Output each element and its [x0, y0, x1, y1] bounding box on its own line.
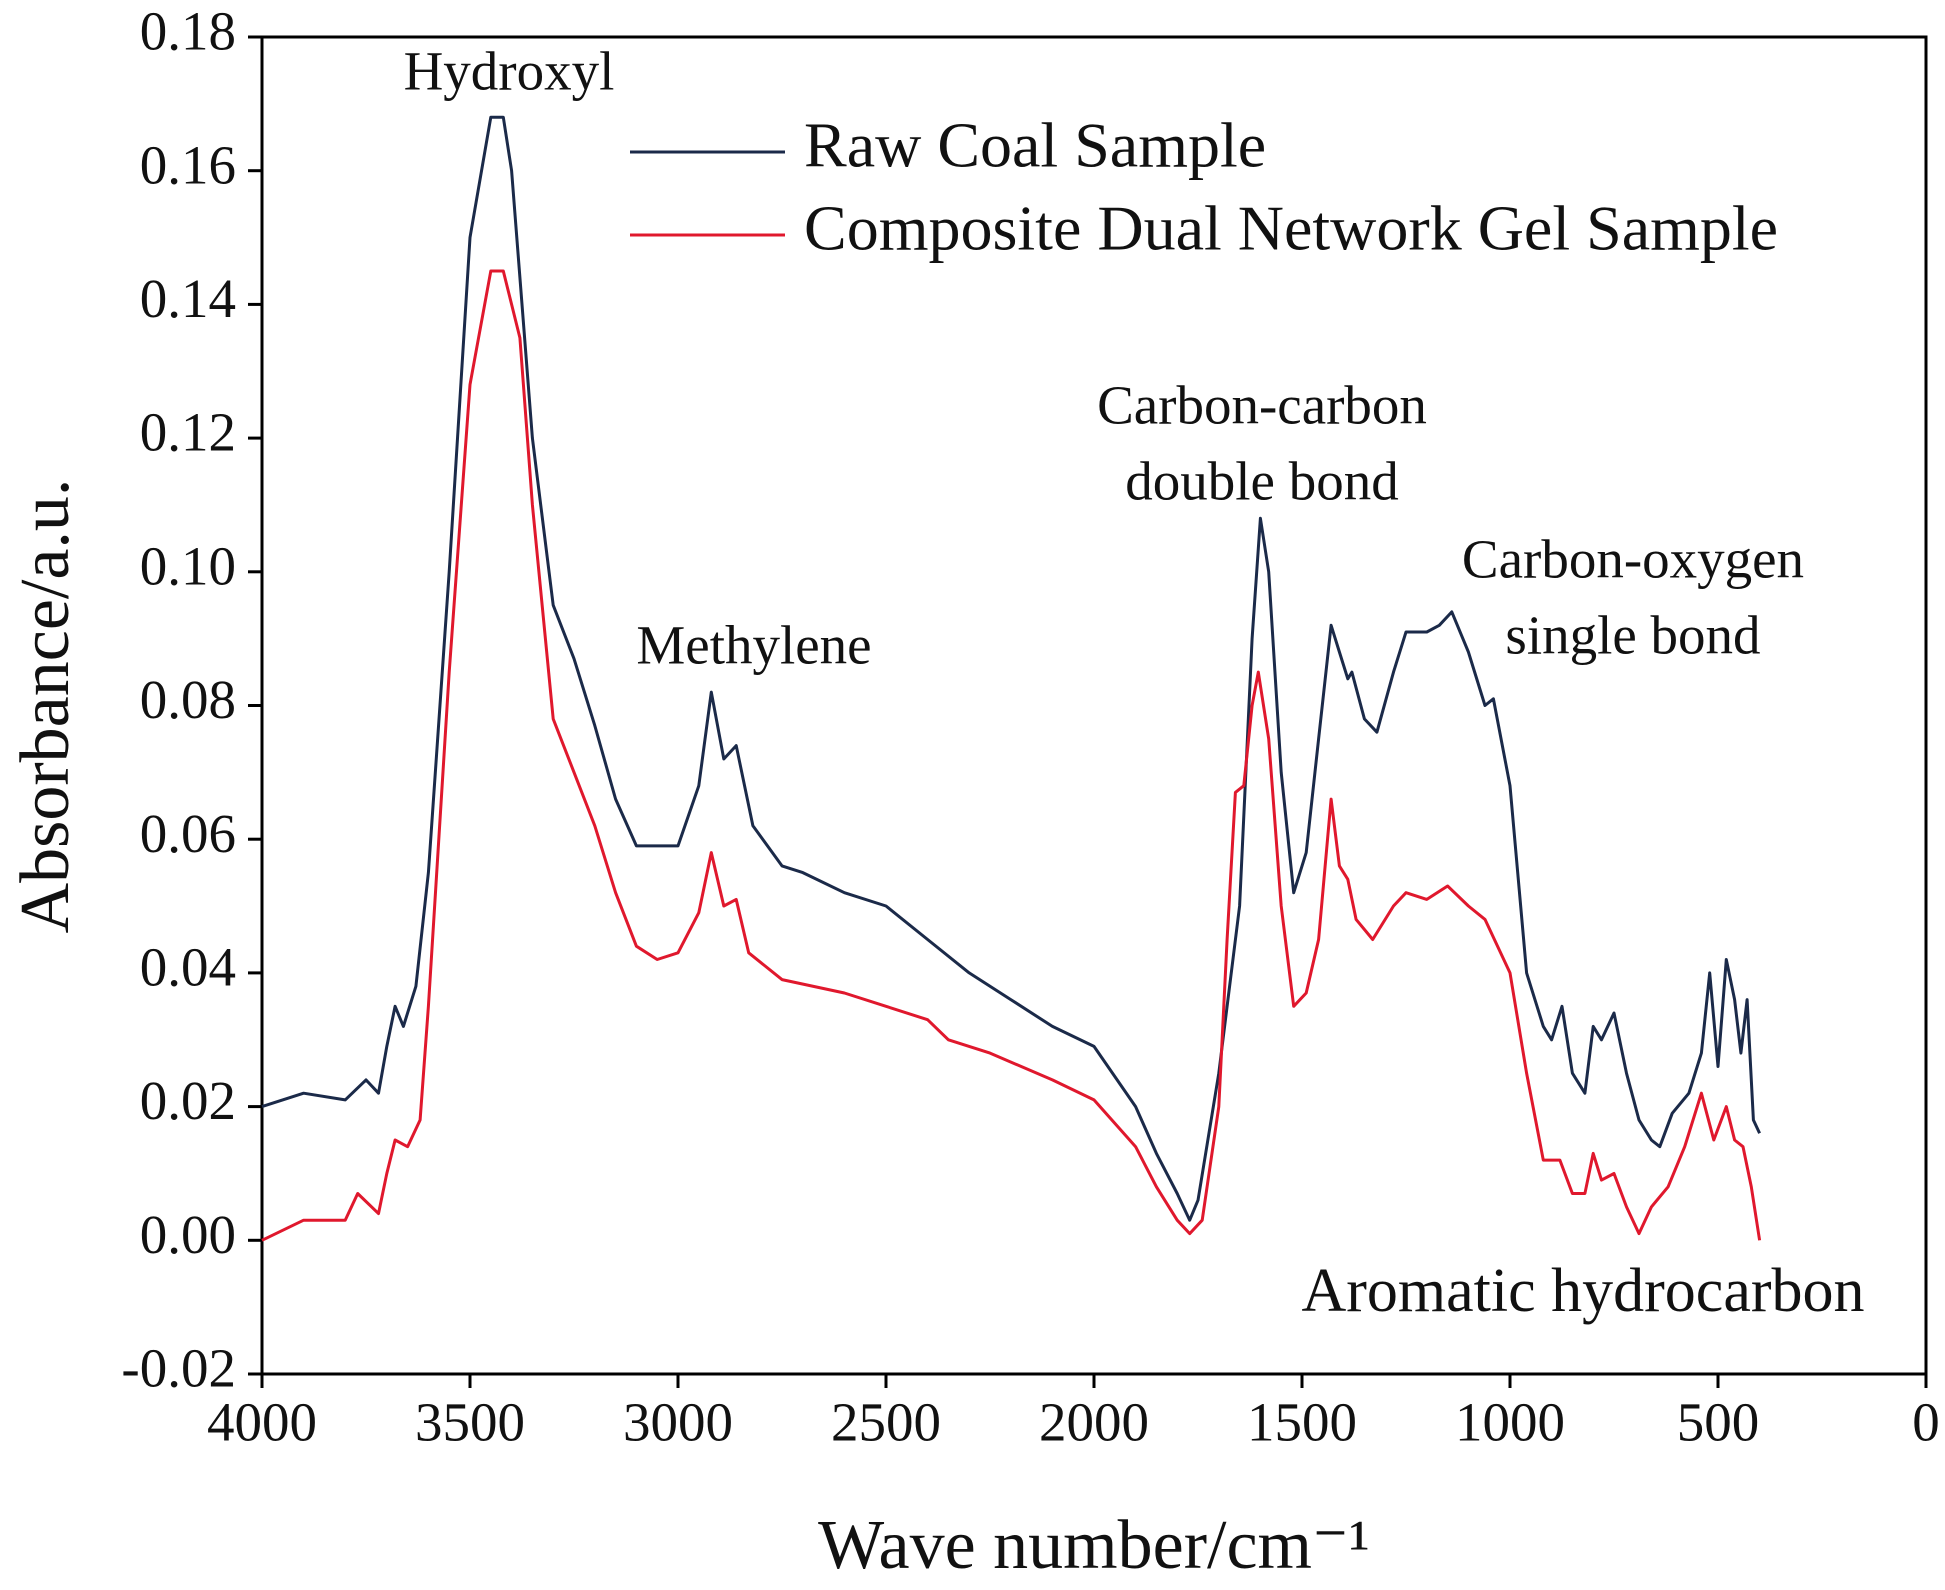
- annotation: single bond: [1505, 605, 1760, 666]
- y-tick-label: 0.10: [140, 535, 236, 596]
- x-tick-label: 2500: [831, 1392, 941, 1453]
- y-tick-label: 0.12: [140, 402, 236, 463]
- y-axis-label: Absorbance/a.u.: [7, 479, 84, 934]
- annotation: Hydroxyl: [404, 41, 615, 102]
- y-tick-label: 0.14: [140, 268, 236, 329]
- series-line: [261, 269, 1762, 1242]
- y-tick-label: 0.08: [140, 669, 236, 730]
- y-tick-label: 0.18: [140, 1, 236, 62]
- annotation: Aromatic hydrocarbon: [1302, 1257, 1865, 1325]
- annotation: Carbon-carbon: [1097, 375, 1427, 436]
- y-tick-label: 0.04: [140, 937, 236, 998]
- x-tick-label: 3500: [415, 1392, 525, 1453]
- series-line: [261, 115, 1761, 1222]
- y-tick-label: 0.02: [140, 1070, 236, 1131]
- y-tick-label: 0.00: [140, 1204, 236, 1265]
- x-tick-label: 3000: [623, 1392, 733, 1453]
- x-tick-label: 500: [1677, 1392, 1760, 1453]
- y-tick-label: 0.16: [140, 134, 236, 195]
- legend-label: Raw Coal Sample: [804, 110, 1266, 181]
- x-tick-label: 2000: [1039, 1392, 1149, 1453]
- x-axis-label: Wave number/cm⁻¹: [818, 1507, 1370, 1584]
- y-tick-label: 0.06: [140, 803, 236, 864]
- annotation: Methylene: [636, 615, 871, 676]
- annotation: Carbon-oxygen: [1462, 529, 1804, 590]
- x-tick-label: 0: [1912, 1392, 1940, 1453]
- x-tick-label: 4000: [207, 1392, 317, 1453]
- x-tick-label: 1000: [1455, 1392, 1565, 1453]
- legend-label: Composite Dual Network Gel Sample: [804, 193, 1778, 264]
- annotation: double bond: [1125, 451, 1398, 512]
- x-tick-label: 1500: [1247, 1392, 1357, 1453]
- y-tick-label: -0.02: [121, 1338, 236, 1399]
